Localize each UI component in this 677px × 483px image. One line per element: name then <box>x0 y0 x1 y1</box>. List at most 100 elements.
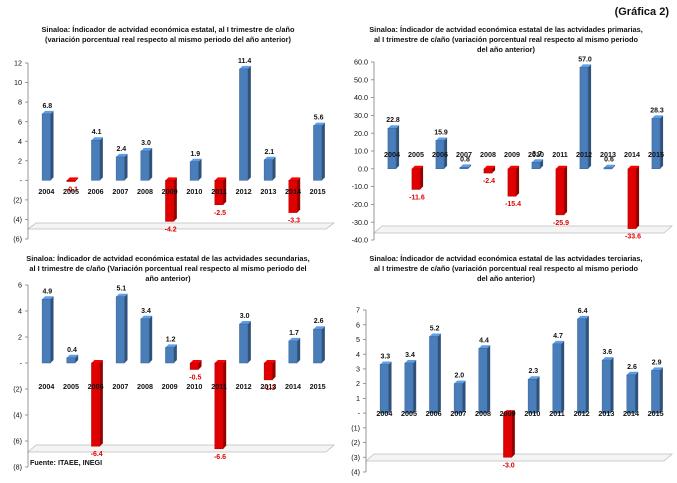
bar-value-label: 3.0 <box>240 313 250 320</box>
bar-value-label: 4.7 <box>553 333 563 340</box>
bar-value-label: 2.6 <box>314 318 324 325</box>
x-category-label: 2006 <box>88 187 104 196</box>
bar-value-label: 57.0 <box>578 56 592 63</box>
bar <box>42 296 53 363</box>
bar <box>479 345 490 413</box>
y-tick-label: (8) <box>13 463 22 472</box>
chart-floor <box>366 454 672 461</box>
y-tick-label: 0.0 <box>358 164 368 173</box>
bar <box>215 360 226 449</box>
x-category-label: 2011 <box>552 150 568 159</box>
bar-value-label: 3.4 <box>141 308 151 315</box>
chart-title-line: Sinaloa: Índicador de actvidad económica… <box>369 25 643 34</box>
chart-floor <box>28 445 334 452</box>
x-category-label: 2010 <box>528 150 544 159</box>
bar <box>532 159 543 169</box>
x-category-label: 2006 <box>426 409 442 418</box>
y-tick-label: -10.0 <box>352 182 368 191</box>
x-category-label: 2009 <box>162 187 178 196</box>
y-tick-label: 6 <box>356 320 360 329</box>
y-tick-label: 8 <box>18 98 22 107</box>
bar-value-label: -33.6 <box>625 234 641 241</box>
bar-value-label: 1.7 <box>289 330 299 337</box>
bar-value-label: -11.6 <box>409 194 425 201</box>
x-category-label: 2011 <box>549 409 565 418</box>
x-category-label: 2014 <box>285 382 301 391</box>
y-tick-label: 10.0 <box>354 147 368 156</box>
bar-value-label: 5.6 <box>314 115 324 122</box>
y-tick-label: (6) <box>13 437 22 446</box>
bar <box>91 137 102 180</box>
chart-title-line: (variación porcentual real respecto al m… <box>45 35 292 44</box>
x-category-label: 2013 <box>260 187 276 196</box>
y-tick-label: (2) <box>351 438 360 447</box>
bar <box>141 316 152 363</box>
bar-value-label: -4.2 <box>165 226 177 233</box>
bar-value-label: 2.3 <box>528 368 538 375</box>
source-note: Fuente: ITAEE, INEGI <box>30 458 102 467</box>
bar-value-label: 6.4 <box>578 308 588 315</box>
bar-value-label: 2.9 <box>652 359 662 366</box>
x-category-label: 2005 <box>63 187 79 196</box>
chart-title-line: Sinaloa: Índicador de actvidad económica… <box>26 254 309 263</box>
bar-value-label: 3.0 <box>141 140 151 147</box>
bar <box>556 166 567 215</box>
chart-svg: Sinaloa: Índicador de actvidad económica… <box>0 252 336 480</box>
y-tick-label: -30.0 <box>352 218 368 227</box>
bar-value-label: -3.0 <box>503 462 515 469</box>
chart-title-line: Sinaloa: Índicador de actvidad económica… <box>369 254 642 263</box>
bar <box>91 360 102 446</box>
x-category-label: 2004 <box>38 382 54 391</box>
y-tick-label: 4 <box>18 307 22 316</box>
y-tick-label: 6 <box>18 281 22 290</box>
bar <box>313 326 324 363</box>
bar-value-label: 4.4 <box>479 337 489 344</box>
bar-value-label: 2.0 <box>454 373 464 380</box>
x-category-label: 2012 <box>576 150 592 159</box>
x-category-label: 2007 <box>112 187 128 196</box>
x-category-label: 2014 <box>285 187 301 196</box>
x-category-label: 2004 <box>384 150 400 159</box>
bar <box>412 166 423 190</box>
bar-value-label: -2.4 <box>483 178 495 185</box>
bar-value-label: -2.5 <box>214 210 226 217</box>
x-category-label: 2008 <box>475 409 491 418</box>
bar-value-label: 6.8 <box>42 103 52 110</box>
chart-title-line: Sinaloa: Índicador de actvidad económica… <box>41 25 294 34</box>
x-category-label: 2015 <box>310 382 326 391</box>
x-category-label: 2005 <box>408 150 424 159</box>
y-tick-label: 20.0 <box>354 129 368 138</box>
x-category-label: 2010 <box>186 187 202 196</box>
x-category-label: 2005 <box>63 382 79 391</box>
bar <box>165 177 176 221</box>
bar <box>239 66 250 180</box>
y-tick-label: 7 <box>356 306 360 315</box>
bar <box>652 115 663 168</box>
y-tick-label: (4) <box>351 468 360 477</box>
y-tick-label: 2 <box>18 333 22 342</box>
bar-value-label: -25.9 <box>553 220 569 227</box>
y-tick-label: - <box>20 359 23 368</box>
chart-actividades-primarias: Sinaloa: Índicador de actvidad económica… <box>338 22 674 252</box>
bar-value-label: -0.5 <box>189 375 201 382</box>
x-category-label: 2010 <box>186 382 202 391</box>
bar <box>313 123 324 181</box>
x-category-label: 2007 <box>112 382 128 391</box>
bar-value-label: 3.3 <box>380 353 390 360</box>
bar-value-label: 5.2 <box>430 326 440 333</box>
bar-value-label: 2.6 <box>627 364 637 371</box>
bar <box>651 367 662 413</box>
y-tick-label: 60.0 <box>354 58 368 67</box>
chart-title-line: al I trimestre de c/año (variación porce… <box>374 35 639 44</box>
bar-value-label: -3.3 <box>288 218 300 225</box>
x-category-label: 2004 <box>38 187 54 196</box>
bar <box>429 334 440 414</box>
bar <box>577 316 588 413</box>
bar <box>239 321 250 363</box>
y-tick-label: 2 <box>18 156 22 165</box>
x-category-label: 2006 <box>88 382 104 391</box>
y-tick-label: 1 <box>356 394 360 403</box>
x-category-label: 2008 <box>137 382 153 391</box>
x-category-label: 2004 <box>376 409 392 418</box>
y-tick-label: (3) <box>351 453 360 462</box>
